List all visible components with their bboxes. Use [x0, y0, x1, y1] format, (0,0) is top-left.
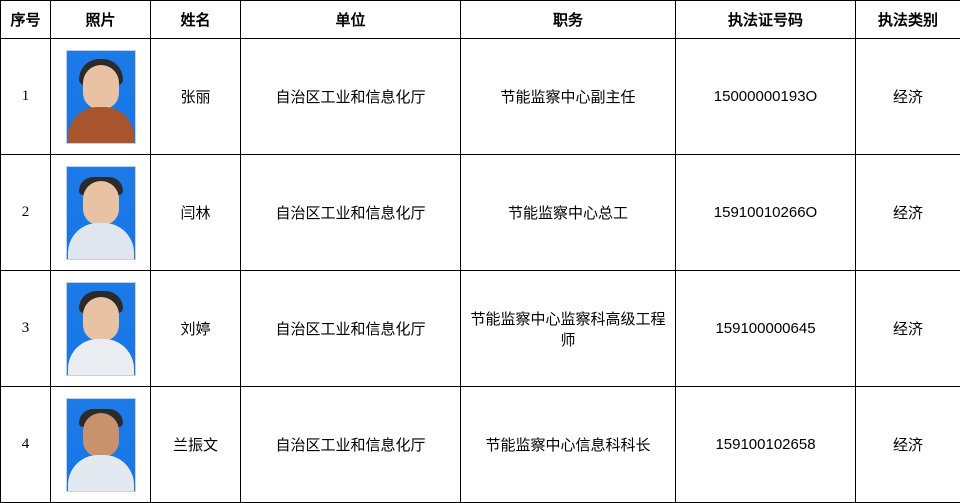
cell-name: 刘婷 — [151, 271, 241, 387]
cell-type: 经济 — [856, 155, 960, 271]
cell-seq: 4 — [1, 387, 51, 503]
id-photo-icon — [66, 50, 136, 144]
cell-name: 兰振文 — [151, 387, 241, 503]
cell-id: 159100102658 — [676, 387, 856, 503]
table-row: 3 刘婷 自治区工业和信息化厅 节能监察中心监察科高级工程师 159100000… — [1, 271, 960, 387]
cell-seq: 3 — [1, 271, 51, 387]
cell-position: 节能监察中心总工 — [461, 155, 676, 271]
table-row: 1 张丽 自治区工业和信息化厅 节能监察中心副主任 15000000193O 经… — [1, 39, 960, 155]
cell-type: 经济 — [856, 387, 960, 503]
cell-photo — [51, 155, 151, 271]
col-header-seq: 序号 — [1, 1, 51, 39]
header-row: 序号 照片 姓名 单位 职务 执法证号码 执法类别 — [1, 1, 960, 39]
id-photo-icon — [66, 398, 136, 492]
col-header-unit: 单位 — [241, 1, 461, 39]
cell-id: 15000000193O — [676, 39, 856, 155]
cell-photo — [51, 39, 151, 155]
cell-position: 节能监察中心信息科科长 — [461, 387, 676, 503]
id-photo-icon — [66, 166, 136, 260]
cell-id: 15910010266O — [676, 155, 856, 271]
cell-type: 经济 — [856, 271, 960, 387]
col-header-position: 职务 — [461, 1, 676, 39]
cell-photo — [51, 271, 151, 387]
col-header-name: 姓名 — [151, 1, 241, 39]
id-photo-icon — [66, 282, 136, 376]
cell-name: 张丽 — [151, 39, 241, 155]
col-header-type: 执法类别 — [856, 1, 960, 39]
cell-unit: 自治区工业和信息化厅 — [241, 39, 461, 155]
table-row: 2 闫林 自治区工业和信息化厅 节能监察中心总工 15910010266O 经济 — [1, 155, 960, 271]
cell-seq: 2 — [1, 155, 51, 271]
cell-unit: 自治区工业和信息化厅 — [241, 155, 461, 271]
cell-unit: 自治区工业和信息化厅 — [241, 387, 461, 503]
cell-photo — [51, 387, 151, 503]
cell-position: 节能监察中心副主任 — [461, 39, 676, 155]
cell-position: 节能监察中心监察科高级工程师 — [461, 271, 676, 387]
col-header-id: 执法证号码 — [676, 1, 856, 39]
cell-unit: 自治区工业和信息化厅 — [241, 271, 461, 387]
cell-name: 闫林 — [151, 155, 241, 271]
cell-type: 经济 — [856, 39, 960, 155]
cell-id: 159100000645 — [676, 271, 856, 387]
table-row: 4 兰振文 自治区工业和信息化厅 节能监察中心信息科科长 15910010265… — [1, 387, 960, 503]
col-header-photo: 照片 — [51, 1, 151, 39]
personnel-table: 序号 照片 姓名 单位 职务 执法证号码 执法类别 1 张丽 自治区工业和信息化… — [0, 0, 960, 503]
cell-seq: 1 — [1, 39, 51, 155]
